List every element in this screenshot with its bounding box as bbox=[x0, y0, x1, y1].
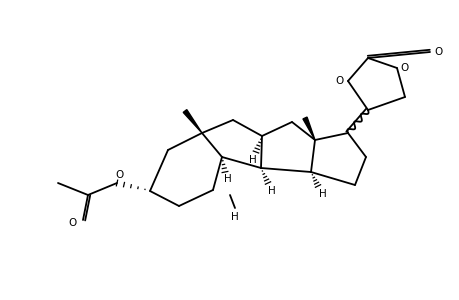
Text: H: H bbox=[268, 186, 275, 196]
Text: H: H bbox=[249, 155, 256, 165]
Text: O: O bbox=[400, 63, 408, 73]
Polygon shape bbox=[183, 110, 202, 133]
Polygon shape bbox=[302, 117, 314, 140]
Text: H: H bbox=[224, 174, 231, 184]
Text: H: H bbox=[230, 212, 238, 222]
Text: O: O bbox=[69, 218, 77, 228]
Text: O: O bbox=[434, 47, 442, 57]
Text: O: O bbox=[335, 76, 343, 86]
Text: O: O bbox=[116, 170, 124, 180]
Text: H: H bbox=[319, 189, 326, 199]
